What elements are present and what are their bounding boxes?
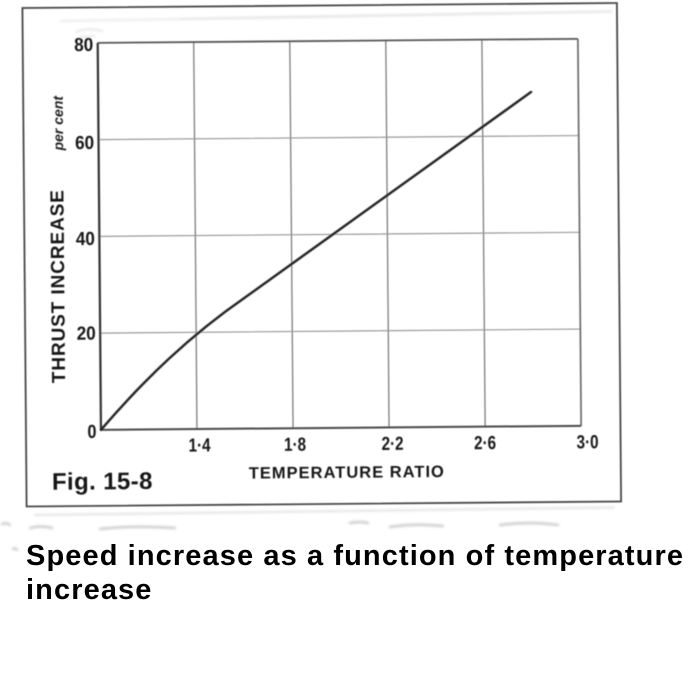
svg-text:THRUST INCREASE: THRUST INCREASE <box>47 189 70 383</box>
svg-text:1·4: 1·4 <box>189 435 212 456</box>
svg-text:60: 60 <box>75 133 94 154</box>
svg-text:2·2: 2·2 <box>382 434 404 455</box>
svg-text:1·8: 1·8 <box>284 435 306 456</box>
svg-text:40: 40 <box>76 229 95 250</box>
svg-text:2·6: 2·6 <box>474 433 496 454</box>
svg-text:80: 80 <box>74 35 93 56</box>
svg-text:3·0: 3·0 <box>577 432 599 453</box>
svg-text:per cent: per cent <box>50 95 66 152</box>
svg-text:Fig. 15-8: Fig. 15-8 <box>52 468 153 496</box>
svg-text:TEMPERATURE RATIO: TEMPERATURE RATIO <box>249 463 445 483</box>
svg-text:0: 0 <box>87 422 96 443</box>
svg-text:20: 20 <box>77 324 96 345</box>
